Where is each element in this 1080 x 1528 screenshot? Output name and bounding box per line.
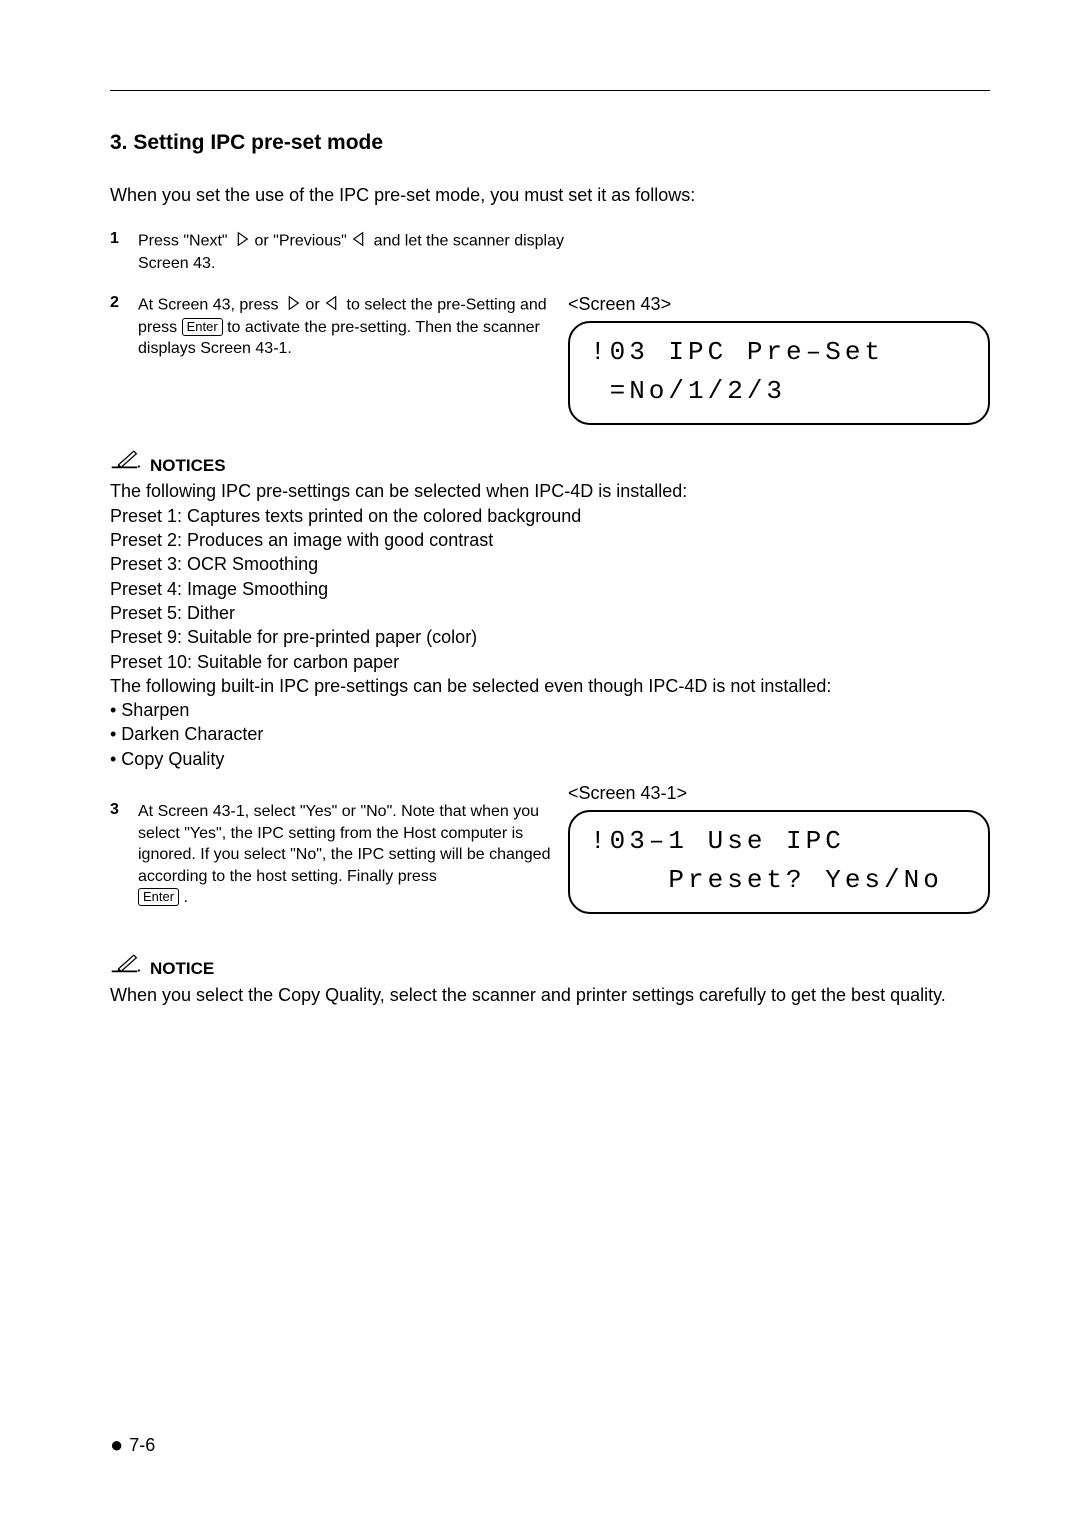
text-fragment: . [179, 889, 188, 906]
notice-line: Preset 9: Suitable for pre-printed paper… [110, 625, 990, 649]
notice-title: NOTICE [150, 958, 214, 981]
notice-line: • Darken Character [110, 722, 990, 746]
lcd-line-2: Preset? Yes/No [590, 865, 943, 895]
notice-line: • Sharpen [110, 698, 990, 722]
page-footer: ● 7-6 [110, 1432, 155, 1458]
next-arrow-icon [232, 230, 250, 253]
lcd-line-1: !03 IPC Pre–Set [590, 337, 884, 367]
previous-arrow-icon [351, 230, 369, 253]
notice-line: The following built-in IPC pre-settings … [110, 674, 990, 698]
screen-43-label: <Screen 43> [568, 294, 990, 315]
notices-block: NOTICES The following IPC pre-settings c… [110, 445, 990, 771]
bullet-icon: ● [110, 1432, 123, 1458]
screen-43-display: !03 IPC Pre–Set =No/1/2/3 [568, 321, 990, 425]
step-2: 2 At Screen 43, press or to select the p… [110, 294, 568, 360]
lcd-line-2: =No/1/2/3 [590, 376, 786, 406]
text-fragment: At Screen 43-1, select "Yes" or "No". No… [138, 803, 550, 885]
step-number: 3 [110, 801, 138, 819]
text-fragment: or [301, 297, 324, 314]
right-arrow-icon [283, 294, 301, 317]
notice-line: Preset 5: Dither [110, 601, 990, 625]
notice-header: NOTICES [110, 445, 990, 477]
top-rule [110, 90, 990, 91]
step-text: Press "Next" or "Previous" and let the s… [138, 230, 568, 274]
page-number: 7-6 [129, 1435, 155, 1456]
notice-line: When you select the Copy Quality, select… [110, 983, 990, 1007]
text-fragment: At Screen 43, press [138, 297, 283, 314]
step-3: 3 At Screen 43-1, select "Yes" or "No". … [110, 801, 568, 909]
text-fragment: Press "Next" [138, 233, 232, 250]
intro-text: When you set the use of the IPC pre-set … [110, 185, 990, 206]
step-1: 1 Press "Next" or "Previous" and let the… [110, 230, 990, 274]
notice-line: Preset 4: Image Smoothing [110, 577, 990, 601]
notice-line: • Copy Quality [110, 747, 990, 771]
screen-43-1-label: <Screen 43-1> [568, 783, 990, 804]
screen-43-1-display: !03–1 Use IPC Preset? Yes/No [568, 810, 990, 914]
notice-line: Preset 1: Captures texts printed on the … [110, 504, 990, 528]
notice-header: NOTICE [110, 949, 990, 981]
pencil-icon [110, 445, 144, 477]
text-fragment: or "Previous" [250, 233, 351, 250]
enter-key-icon: Enter [182, 318, 223, 336]
step-number: 2 [110, 294, 138, 312]
section-title: 3. Setting IPC pre-set mode [110, 131, 990, 155]
notice-block-2: NOTICE When you select the Copy Quality,… [110, 949, 990, 1008]
notice-line: The following IPC pre-settings can be se… [110, 479, 990, 503]
left-arrow-icon [324, 294, 342, 317]
pencil-icon [110, 949, 144, 981]
notice-line: Preset 10: Suitable for carbon paper [110, 650, 990, 674]
notice-line: Preset 2: Produces an image with good co… [110, 528, 990, 552]
lcd-line-1: !03–1 Use IPC [590, 826, 845, 856]
notice-body: When you select the Copy Quality, select… [110, 983, 990, 1007]
step-number: 1 [110, 230, 138, 248]
notice-title: NOTICES [150, 455, 226, 478]
notice-body: The following IPC pre-settings can be se… [110, 479, 990, 771]
enter-key-icon: Enter [138, 888, 179, 906]
step-text: At Screen 43-1, select "Yes" or "No". No… [138, 801, 568, 909]
notice-line: Preset 3: OCR Smoothing [110, 552, 990, 576]
step-text: At Screen 43, press or to select the pre… [138, 294, 568, 360]
